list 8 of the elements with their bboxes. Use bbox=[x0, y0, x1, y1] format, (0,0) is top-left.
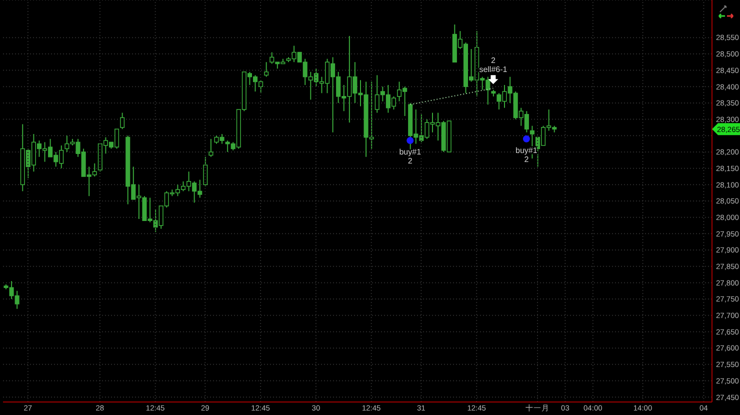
point bbox=[488, 75, 498, 84]
point bbox=[522, 135, 530, 142]
point bbox=[406, 137, 414, 144]
candlestick bbox=[208, 138, 214, 158]
data-label: 2 sell#6-1 bbox=[479, 56, 508, 74]
candlestick bbox=[120, 112, 125, 130]
data-label: buy#1 2 bbox=[399, 148, 422, 166]
candlestick bbox=[264, 62, 269, 78]
